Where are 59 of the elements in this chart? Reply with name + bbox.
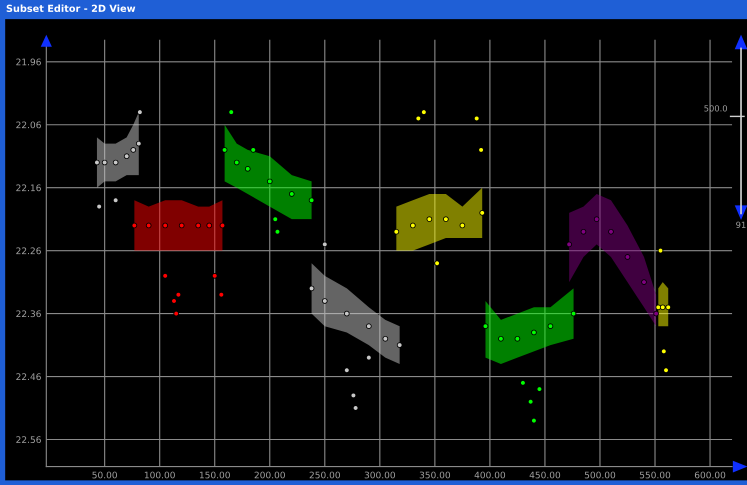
x-tick-label: 350.00 (420, 472, 450, 478)
point (570, 310, 576, 316)
point (443, 216, 449, 222)
point (624, 254, 630, 260)
y-tick-label: 22.26 (16, 247, 41, 254)
point (653, 310, 659, 316)
y-tick-label: 22.36 (16, 310, 41, 318)
y-tick-label: 22.56 (16, 436, 41, 444)
point (580, 228, 586, 235)
y-tick-label: 22.06 (16, 121, 41, 128)
point (178, 222, 185, 228)
point (244, 166, 251, 172)
chart-title: Subset Editor - 2D View (6, 4, 136, 12)
point (234, 160, 240, 166)
point (498, 336, 504, 342)
point (308, 197, 314, 204)
point (641, 279, 647, 285)
x-tick-label: 150.00 (200, 472, 230, 478)
point (130, 147, 136, 153)
point (531, 330, 537, 336)
x-tick-label: 400.00 (474, 472, 506, 478)
x-tick-label: 600.00 (694, 472, 726, 478)
text: 91 (736, 222, 746, 228)
y-tick-label: 22.46 (16, 373, 41, 380)
point (344, 310, 350, 316)
point (548, 323, 554, 330)
point (608, 228, 614, 235)
point (366, 323, 372, 330)
x-tick-label: 450.00 (530, 472, 560, 478)
point (426, 216, 432, 222)
point (146, 222, 152, 228)
point (396, 342, 402, 348)
x-tick-label: 200.00 (254, 472, 285, 478)
x-tick-label: 550.00 (640, 472, 670, 478)
point (514, 336, 520, 342)
x-tick-label: 100.00 (144, 472, 175, 478)
x-tick-label: 300.00 (364, 472, 396, 478)
x-tick-label: 50.00 (92, 472, 117, 478)
point (206, 222, 212, 228)
point (394, 228, 400, 235)
point (195, 222, 202, 228)
point (322, 298, 328, 304)
x-tick-label: 250.00 (310, 472, 340, 478)
point (594, 216, 600, 222)
y-tick-label: 22.16 (16, 184, 41, 192)
point (112, 160, 118, 166)
point (102, 160, 108, 166)
point (288, 191, 295, 197)
point (658, 248, 664, 254)
point (124, 153, 130, 160)
point (382, 336, 388, 342)
point (266, 178, 273, 184)
point (162, 222, 168, 228)
point (410, 222, 416, 228)
point (660, 304, 666, 310)
x-tick-label: 500.00 (584, 472, 616, 478)
point (460, 222, 466, 228)
y-tick-label: 21.96 (16, 58, 41, 66)
point (132, 222, 138, 228)
